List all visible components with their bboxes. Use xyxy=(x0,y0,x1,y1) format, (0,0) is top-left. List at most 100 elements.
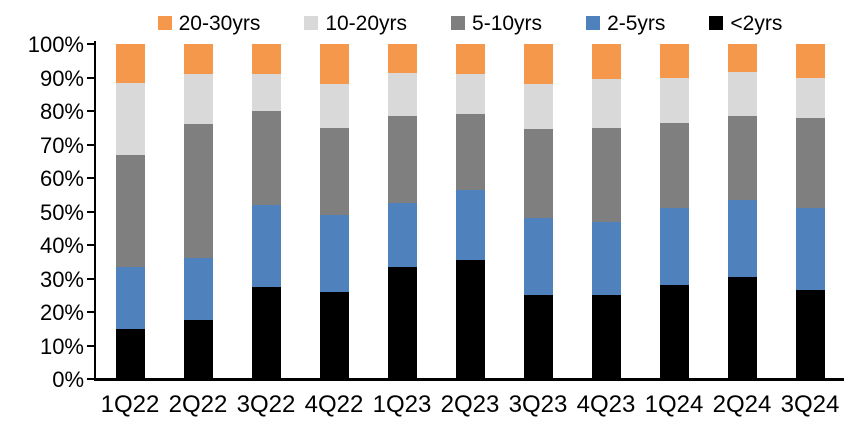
bar-1Q24 xyxy=(659,44,689,379)
x-axis-label: 4Q23 xyxy=(576,391,636,418)
bar-2Q23 xyxy=(455,44,485,379)
legend-label: <2yrs xyxy=(730,11,783,35)
y-axis-tick xyxy=(87,277,94,280)
bar-2Q22 xyxy=(183,44,213,379)
y-axis-tick xyxy=(87,177,94,179)
bar-segment--2yrs xyxy=(455,260,485,379)
bar-1Q23 xyxy=(387,44,417,379)
x-axis-label: 2Q23 xyxy=(440,391,500,418)
bar-segment--2yrs xyxy=(387,266,417,379)
bar-2Q24 xyxy=(727,44,757,379)
bar-segment-10-20yrs xyxy=(795,77,825,118)
bar-segment-20-30yrs xyxy=(115,44,145,83)
y-axis-tick xyxy=(87,344,94,347)
bar-segment-20-30yrs xyxy=(455,44,485,75)
bar-segment-2-5yrs xyxy=(251,204,281,287)
y-axis-tick-label: 60% xyxy=(39,166,84,191)
bar-segment-10-20yrs xyxy=(387,72,417,117)
bar-segment--2yrs xyxy=(591,295,621,379)
bar-4Q22 xyxy=(319,44,349,379)
y-axis-tick xyxy=(87,76,94,79)
y-axis-tick-label: 90% xyxy=(39,65,84,91)
bar-segment-20-30yrs xyxy=(319,44,349,85)
y-axis-tick-label: 10% xyxy=(39,333,84,359)
y-axis-tick-label: 30% xyxy=(39,266,84,292)
legend-item-20-30yrs: 20-30yrs xyxy=(157,11,261,35)
y-axis-tick-label: 70% xyxy=(39,132,84,158)
bar-segment-2-5yrs xyxy=(319,214,349,292)
bar-segment-2-5yrs xyxy=(455,189,485,261)
x-axis-label: 1Q24 xyxy=(644,391,704,418)
legend-label: 10-20yrs xyxy=(325,11,408,35)
x-axis-label: 3Q23 xyxy=(508,391,568,418)
y-axis-tick xyxy=(87,143,94,146)
bar-4Q23 xyxy=(591,44,621,379)
legend-item-5-10yrs: 5-10yrs xyxy=(451,13,542,34)
bar-segment-10-20yrs xyxy=(523,84,553,130)
bar-segment-20-30yrs xyxy=(727,44,757,73)
legend-swatch-icon xyxy=(451,16,466,30)
bar-segment--2yrs xyxy=(795,290,825,379)
x-axis-label: 3Q22 xyxy=(236,391,296,418)
bar-segment-20-30yrs xyxy=(795,44,825,78)
legend-swatch-icon xyxy=(304,16,319,30)
x-axis-label: 1Q23 xyxy=(372,391,432,418)
chart-legend: 20-30yrs 10-20yrs 5-10yrs 2-5yrs <2yrs xyxy=(96,8,844,38)
bar-3Q22 xyxy=(251,44,281,379)
y-axis-tick xyxy=(87,210,94,213)
bar-segment-2-5yrs xyxy=(523,218,553,296)
x-axis-line xyxy=(94,378,844,381)
bar-segment-5-10yrs xyxy=(523,129,553,219)
bar-segment--2yrs xyxy=(319,291,349,379)
legend-label: 2-5yrs xyxy=(607,11,666,35)
bar-segment-2-5yrs xyxy=(795,208,825,291)
y-axis-line xyxy=(94,41,96,381)
bar-segment-5-10yrs xyxy=(183,124,213,259)
bar-segment-20-30yrs xyxy=(523,44,553,85)
x-axis-label: 3Q24 xyxy=(780,391,840,418)
bar-segment-2-5yrs xyxy=(727,199,757,277)
bar-segment-20-30yrs xyxy=(183,44,213,75)
plot-area: 100% 90% 80% 70% 60% 50% 40% 30% 20% 10% 0% 1Q22 2Q2… xyxy=(28,34,844,417)
legend-label: 20-30yrs xyxy=(178,11,261,35)
bar-segment-5-10yrs xyxy=(251,111,281,205)
bar-segment-10-20yrs xyxy=(727,72,757,117)
bar-segment-2-5yrs xyxy=(659,208,689,286)
y-axis-tick xyxy=(87,378,94,380)
y-axis-tick xyxy=(87,244,94,246)
bar-segment-10-20yrs xyxy=(319,84,349,128)
y-axis-tick-label: 50% xyxy=(39,199,84,225)
legend-swatch-icon xyxy=(586,16,601,30)
bar-segment-20-30yrs xyxy=(591,44,621,80)
legend-swatch-icon xyxy=(157,16,172,30)
y-axis-tick xyxy=(87,43,94,45)
bar-segment-2-5yrs xyxy=(115,266,145,329)
bar-segment-10-20yrs xyxy=(591,79,621,128)
x-axis-label: 2Q24 xyxy=(712,391,772,418)
bar-segment-10-20yrs xyxy=(183,74,213,125)
y-axis-tick-label: 100% xyxy=(27,32,84,57)
bar-segment--2yrs xyxy=(659,285,689,379)
bar-segment--2yrs xyxy=(523,295,553,379)
bar-segment-5-10yrs xyxy=(455,114,485,190)
bar-segment-5-10yrs xyxy=(115,154,145,267)
bar-segment--2yrs xyxy=(251,286,281,379)
y-axis-tick-label: 20% xyxy=(39,300,84,325)
bar-segment-5-10yrs xyxy=(795,117,825,209)
bar-segment-10-20yrs xyxy=(251,74,281,112)
bar-segment-2-5yrs xyxy=(591,221,621,296)
y-axis-tick-label: 40% xyxy=(39,233,84,258)
bar-3Q24 xyxy=(795,44,825,379)
legend-item-10-20yrs: 10-20yrs xyxy=(304,13,407,34)
bar-segment-5-10yrs xyxy=(387,116,417,204)
legend-item--2yrs: <2yrs xyxy=(709,13,782,34)
bar-segment--2yrs xyxy=(183,320,213,379)
bar-segment-5-10yrs xyxy=(727,116,757,200)
x-axis-label: 2Q22 xyxy=(168,391,228,418)
bar-segment-2-5yrs xyxy=(387,203,417,267)
y-axis-tick xyxy=(87,311,94,313)
bar-segment-5-10yrs xyxy=(319,127,349,215)
bar-segment-2-5yrs xyxy=(183,258,213,321)
y-axis-tick-label: 80% xyxy=(39,99,84,124)
x-axis-label: 4Q22 xyxy=(304,391,364,418)
